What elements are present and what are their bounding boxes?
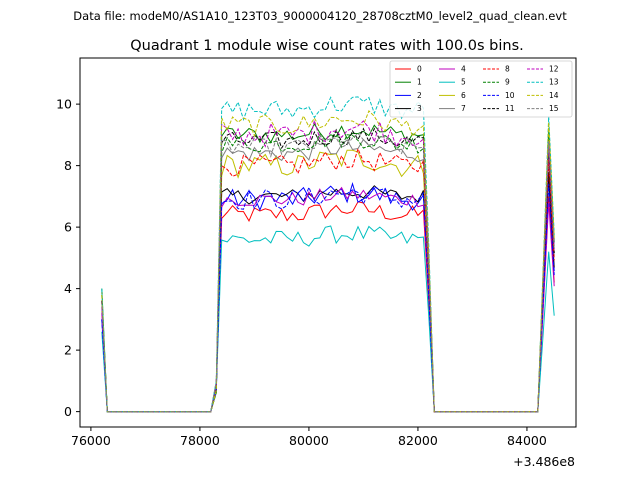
legend-label-6: 6 xyxy=(461,91,466,100)
legend-label-3: 3 xyxy=(417,104,422,113)
legend-label-7: 7 xyxy=(461,104,466,113)
series-line-13 xyxy=(101,96,555,413)
y-tick-label: 6 xyxy=(64,220,72,235)
legend-label-1: 1 xyxy=(417,78,422,87)
legend-label-8: 8 xyxy=(505,65,510,74)
x-tick-label: 80000 xyxy=(289,433,329,448)
legend-label-5: 5 xyxy=(461,78,466,87)
x-tick-label: 84000 xyxy=(507,433,547,448)
chart-title: Quadrant 1 module wise count rates with … xyxy=(130,38,524,54)
legend-label-0: 0 xyxy=(417,65,422,74)
series-line-8 xyxy=(101,147,555,413)
series-line-7 xyxy=(101,138,555,413)
series-line-6 xyxy=(101,147,555,413)
legend-label-15: 15 xyxy=(549,104,559,113)
series-line-4 xyxy=(101,186,555,413)
series-line-1 xyxy=(101,122,555,413)
legend-box xyxy=(389,60,573,118)
y-tick-label: 2 xyxy=(64,343,72,358)
series-line-0 xyxy=(101,196,555,413)
data-file-label: Data file: modeM0/AS1A10_123T03_90000041… xyxy=(73,9,567,23)
series-layer xyxy=(101,96,555,413)
legend-label-14: 14 xyxy=(549,91,559,100)
series-line-3 xyxy=(101,171,555,413)
y-tick-label: 0 xyxy=(64,404,72,419)
y-tick-label: 4 xyxy=(64,281,72,296)
x-tick-label: 78000 xyxy=(180,433,220,448)
y-tick-label: 10 xyxy=(56,97,72,112)
legend-label-4: 4 xyxy=(461,65,466,74)
legend-label-11: 11 xyxy=(505,104,515,113)
series-line-15 xyxy=(101,132,555,413)
series-line-14 xyxy=(101,110,555,413)
legend-label-10: 10 xyxy=(505,91,515,100)
legend-label-9: 9 xyxy=(505,78,510,87)
series-line-11 xyxy=(101,127,555,413)
series-line-12 xyxy=(101,118,555,413)
legend-label-13: 13 xyxy=(549,78,559,87)
series-line-5 xyxy=(101,225,555,413)
x-tick-label: 76000 xyxy=(71,433,111,448)
x-axis-offset-label: +3.486e8 xyxy=(513,454,575,469)
y-tick-label: 8 xyxy=(64,158,72,173)
series-line-2 xyxy=(101,177,555,413)
x-tick-label: 82000 xyxy=(398,433,438,448)
plot-frame xyxy=(79,57,577,428)
series-line-9 xyxy=(101,130,555,413)
legend-label-12: 12 xyxy=(549,65,559,74)
series-line-10 xyxy=(101,184,555,413)
legend-label-2: 2 xyxy=(417,91,422,100)
